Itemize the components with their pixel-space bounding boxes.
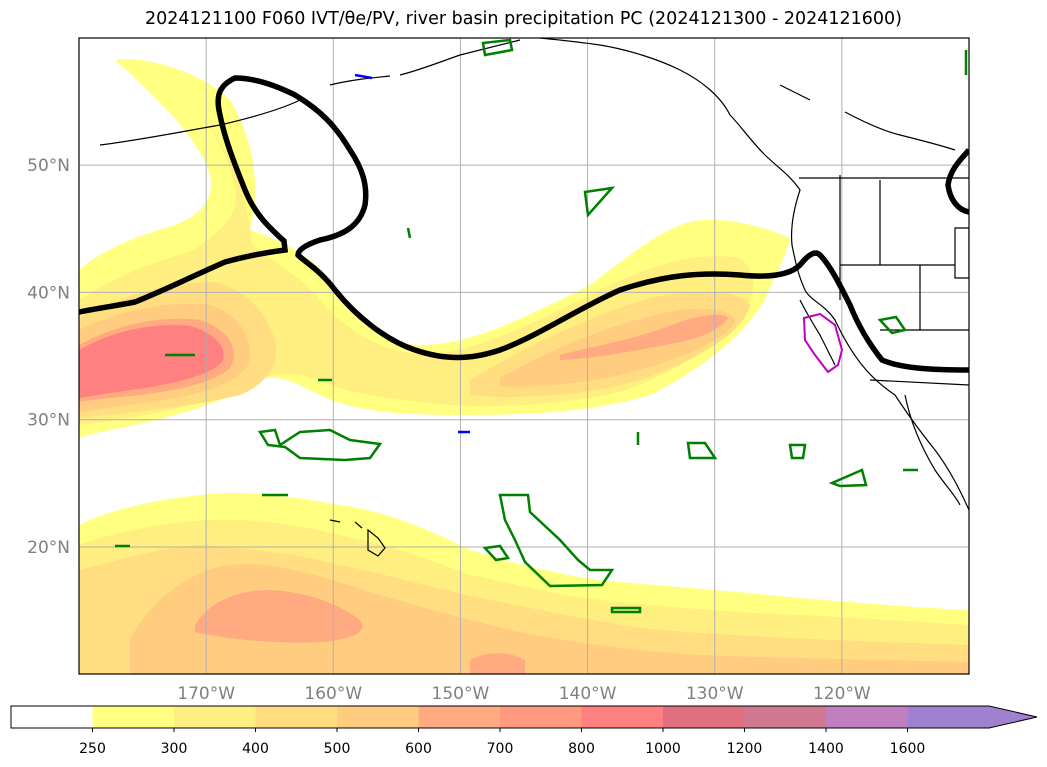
colorbar-segment bbox=[92, 706, 175, 728]
region-outline-magenta bbox=[802, 312, 844, 374]
colorbar-level-label: 1200 bbox=[727, 741, 763, 757]
colorbar-level-label: 700 bbox=[487, 741, 514, 757]
longitude-tick-label: 160°W bbox=[304, 684, 362, 704]
pv-contour bbox=[79, 75, 969, 373]
colorbar-segment bbox=[174, 706, 256, 728]
colorbar-level-label: 500 bbox=[324, 741, 351, 757]
map-title: 2024121100 F060 IVT/θe/PV, river basin p… bbox=[145, 9, 902, 29]
latitude-tick-labels: 20°N 30°N 40°N 50°N bbox=[27, 156, 70, 558]
latitude-tick-label: 20°N bbox=[27, 538, 70, 558]
colorbar-segment bbox=[255, 706, 338, 728]
colorbar-level-label: 600 bbox=[405, 741, 432, 757]
ivt-fill-layer bbox=[79, 59, 969, 674]
latitude-tick-label: 40°N bbox=[27, 283, 70, 303]
coastline-layer bbox=[99, 38, 969, 557]
latitude-tick-label: 50°N bbox=[27, 156, 70, 176]
colorbar-level-label: 1000 bbox=[645, 741, 681, 757]
colorbar-outline bbox=[10, 705, 1038, 729]
region-outlines-green bbox=[115, 38, 968, 614]
latitude-tick-label: 30°N bbox=[27, 411, 70, 431]
colorbar-segment bbox=[11, 706, 93, 728]
colorbar-segment bbox=[500, 706, 582, 728]
longitude-tick-label: 120°W bbox=[813, 684, 871, 704]
longitude-tick-label: 150°W bbox=[432, 684, 490, 704]
colorbar-level-label: 800 bbox=[568, 741, 595, 757]
longitude-tick-label: 130°W bbox=[686, 684, 744, 704]
region-outlines-blue bbox=[354, 73, 470, 434]
plot-frame bbox=[78, 37, 970, 675]
colorbar-level-label: 250 bbox=[79, 741, 106, 757]
colorbar-segment bbox=[581, 706, 664, 728]
colorbar-segment bbox=[744, 706, 827, 728]
colorbar: 250 300 400 500 600 700 800 1000 1200 1400 1600 bbox=[10, 705, 1038, 757]
colorbar-segment bbox=[663, 706, 745, 728]
colorbar-level-label: 400 bbox=[242, 741, 269, 757]
colorbar-level-label: 1600 bbox=[890, 741, 926, 757]
longitude-tick-labels: 170°W 160°W 150°W 140°W 130°W 120°W bbox=[177, 684, 871, 704]
colorbar-segment bbox=[826, 706, 908, 728]
colorbar-extend-max bbox=[907, 706, 1037, 728]
colorbar-level-label: 300 bbox=[161, 741, 188, 757]
longitude-tick-label: 140°W bbox=[559, 684, 617, 704]
colorbar-segment bbox=[337, 706, 419, 728]
graticule bbox=[79, 38, 969, 674]
colorbar-segment bbox=[418, 706, 501, 728]
colorbar-level-label: 1400 bbox=[808, 741, 844, 757]
longitude-tick-label: 170°W bbox=[177, 684, 235, 704]
